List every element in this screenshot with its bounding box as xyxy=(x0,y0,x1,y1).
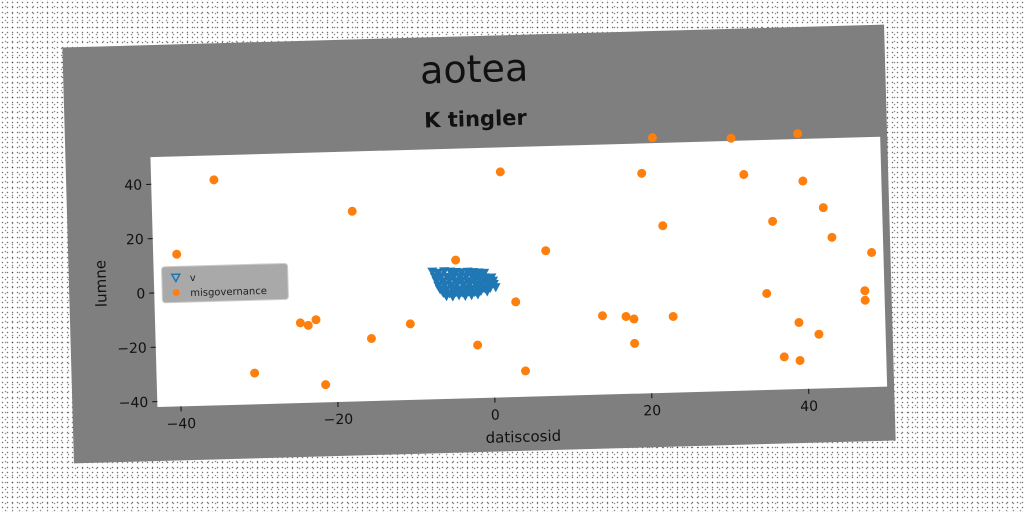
circle-marker xyxy=(818,203,828,213)
circle-marker xyxy=(827,232,837,242)
circle-marker xyxy=(668,312,678,322)
circle-marker xyxy=(647,133,657,143)
circle-marker xyxy=(860,295,870,305)
circle-marker xyxy=(860,286,870,296)
circle-marker xyxy=(451,255,461,265)
triangle-marker xyxy=(479,268,490,278)
x-tick-label: −40 xyxy=(166,416,196,433)
x-axis-label: datiscosid xyxy=(485,427,561,447)
plot-area xyxy=(150,136,888,408)
circle-marker xyxy=(739,170,749,180)
triangle-marker xyxy=(460,291,471,301)
x-tick-label: −20 xyxy=(323,412,353,429)
data-points xyxy=(172,129,877,390)
circle-marker xyxy=(541,246,551,256)
legend-marker-triangle xyxy=(170,273,181,284)
triangle-marker xyxy=(447,292,458,302)
legend-marker-circle xyxy=(172,288,180,296)
circle-marker xyxy=(798,176,808,186)
legend-label: misgovernance xyxy=(190,286,267,299)
chart-legend: v misgovernance xyxy=(161,262,289,304)
y-tick-label: −40 xyxy=(119,395,149,412)
circle-marker xyxy=(630,338,640,348)
circle-marker xyxy=(629,314,639,324)
circle-marker xyxy=(867,248,877,258)
circle-marker xyxy=(658,221,668,231)
legend-box xyxy=(161,262,289,304)
circle-marker xyxy=(250,368,260,378)
y-axis-label: lumne xyxy=(91,260,110,308)
circle-marker xyxy=(495,167,505,177)
circle-marker xyxy=(768,216,778,226)
circle-marker xyxy=(321,380,331,390)
circle-marker xyxy=(511,297,521,307)
circle-marker xyxy=(311,315,321,325)
triangle-marker xyxy=(472,290,483,300)
circle-marker xyxy=(621,311,631,321)
circle-marker xyxy=(303,320,313,330)
x-tick-label: 40 xyxy=(800,399,818,415)
circle-marker xyxy=(366,334,376,344)
circle-marker xyxy=(295,318,305,328)
circle-marker xyxy=(794,318,804,328)
chart-title: aotea xyxy=(419,46,528,93)
y-tick-label: 0 xyxy=(136,286,145,302)
x-tick-label: 0 xyxy=(491,407,500,423)
circle-marker xyxy=(726,133,736,143)
circle-marker xyxy=(762,289,772,299)
x-tick-label: 20 xyxy=(643,403,661,419)
circle-marker xyxy=(597,311,607,321)
circle-marker xyxy=(520,366,530,376)
circle-marker xyxy=(795,356,805,366)
circle-marker xyxy=(814,329,824,339)
y-tick-label: −20 xyxy=(117,341,147,358)
circle-marker xyxy=(473,340,483,350)
triangle-marker xyxy=(466,291,477,301)
circle-marker xyxy=(405,319,415,329)
circle-marker xyxy=(779,352,789,362)
y-tick-label: 40 xyxy=(124,178,142,194)
circle-marker xyxy=(209,175,219,185)
circle-marker xyxy=(793,129,803,139)
triangle-marker xyxy=(482,287,493,297)
scatter-chart: aotea K tingler −40 −20 0 20 40 −40 −20 0 20 40 v… xyxy=(91,46,888,447)
chart-figure: aotea K tingler −40 −20 0 20 40 −40 −20 0 20 40 v… xyxy=(62,24,896,464)
y-tick-label: 20 xyxy=(126,232,144,248)
legend-label: v xyxy=(190,273,196,284)
axis-ticks: −40 −20 0 20 40 −40 −20 0 20 40 xyxy=(117,178,818,433)
circle-marker xyxy=(347,206,357,216)
circle-marker xyxy=(637,168,647,178)
circle-marker xyxy=(172,249,182,259)
chart-subtitle: K tingler xyxy=(424,106,528,133)
triangle-marker xyxy=(490,283,501,293)
